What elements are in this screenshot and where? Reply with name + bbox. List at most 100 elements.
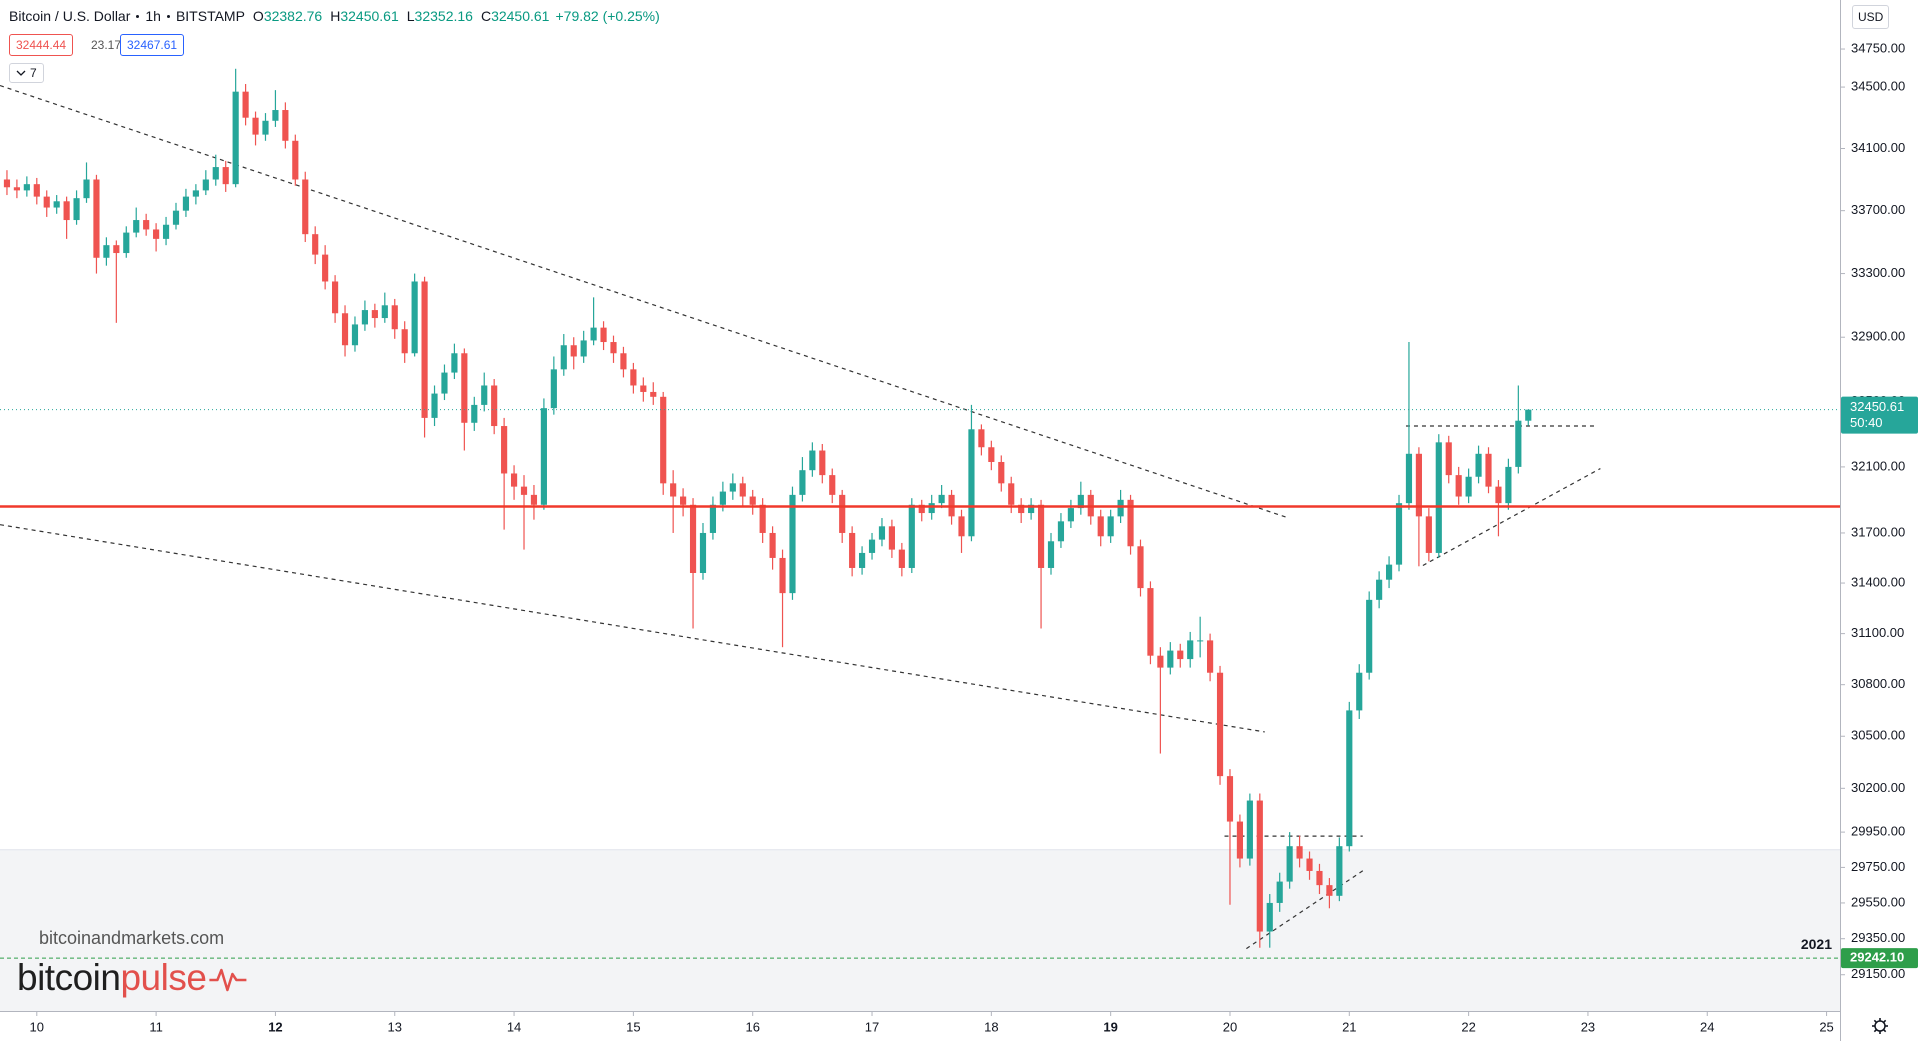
- candle-body: [1356, 672, 1363, 711]
- candle-body: [978, 429, 985, 448]
- candle-body: [401, 329, 408, 354]
- ask-button[interactable]: 32467.61: [120, 34, 185, 56]
- separator: [136, 14, 140, 18]
- x-tick-label: 10: [30, 1019, 44, 1034]
- candle-body: [312, 234, 319, 255]
- y-tick-label: 29550.00: [1851, 894, 1905, 909]
- x-tick-label: 18: [984, 1019, 998, 1034]
- x-tick-label: 22: [1461, 1019, 1475, 1034]
- candle-body: [1117, 499, 1124, 517]
- candle-body: [1037, 504, 1045, 568]
- candle-body: [282, 110, 289, 141]
- candle-body: [640, 385, 647, 392]
- candle-body: [1415, 453, 1422, 517]
- candle-body: [421, 281, 428, 418]
- candle-body: [1246, 800, 1253, 859]
- bid-button[interactable]: 32444.44: [9, 34, 74, 56]
- candle-body: [769, 532, 776, 558]
- candle-body: [232, 91, 239, 185]
- currency-button[interactable]: USD: [1852, 5, 1890, 29]
- y-tick-label: 31100.00: [1851, 625, 1904, 640]
- candle-body: [540, 408, 547, 505]
- heartbeat-icon: [209, 968, 247, 992]
- candle-body: [471, 404, 478, 423]
- candle-body: [501, 426, 508, 474]
- candle-body: [481, 385, 488, 405]
- candle-body: [431, 393, 438, 418]
- settings-button[interactable]: [1872, 1018, 1888, 1034]
- x-tick-label: 14: [507, 1019, 521, 1034]
- change: +79.82 (+0.25%): [555, 8, 660, 24]
- candle-body: [212, 167, 219, 180]
- candle-body: [1197, 640, 1204, 642]
- ohlc-value: 32352.16: [414, 8, 473, 24]
- candle-body: [998, 461, 1005, 484]
- x-tick-label: 11: [149, 1019, 163, 1034]
- y-tick-label: 29350.00: [1851, 930, 1905, 945]
- candle-body: [928, 503, 935, 514]
- candle-body: [938, 494, 945, 504]
- year-label: 2021: [1801, 936, 1832, 952]
- candle-body: [759, 504, 766, 533]
- candle-body: [729, 483, 736, 492]
- candle-body: [63, 201, 70, 221]
- candle-body: [123, 232, 130, 254]
- candle-body: [272, 110, 279, 121]
- candle-body: [391, 305, 398, 330]
- x-tick-label: 13: [388, 1019, 402, 1034]
- candle-body: [1475, 453, 1482, 477]
- candle-body: [799, 470, 806, 495]
- candle-body: [1525, 409, 1532, 421]
- time-axis-bg: [0, 1011, 1840, 1041]
- candle-body: [1405, 453, 1413, 504]
- y-tick-label: 33700.00: [1851, 202, 1905, 217]
- candle-body: [510, 473, 518, 487]
- candle-body: [13, 187, 20, 191]
- gear-tooth: [1873, 1028, 1878, 1033]
- candle-body: [491, 385, 498, 427]
- candle-body: [361, 310, 368, 325]
- ohlc-label: L: [406, 8, 415, 24]
- shaded-zone: [0, 849, 1840, 1011]
- candle-body: [381, 305, 388, 319]
- candle-body: [341, 313, 349, 346]
- candle-body: [1167, 650, 1174, 668]
- candle-body: [789, 494, 796, 594]
- separator: [166, 14, 170, 18]
- candle-body: [252, 117, 259, 135]
- candle-body: [630, 369, 637, 386]
- candle-body: [53, 201, 60, 208]
- y-tick-label: 31400.00: [1851, 574, 1905, 589]
- candle-body: [1316, 870, 1323, 886]
- candle-body: [680, 496, 687, 505]
- y-tick-label: 30800.00: [1851, 676, 1905, 691]
- candle-body: [461, 353, 468, 423]
- x-tick-label: 12: [268, 1019, 282, 1034]
- candle-body: [1515, 420, 1522, 467]
- candle-body: [699, 532, 707, 573]
- candle-body: [1077, 494, 1084, 509]
- indicators-toggle[interactable]: 7: [9, 63, 44, 83]
- symbol: Bitcoin / U.S. Dollar: [9, 8, 131, 24]
- candle-body: [560, 345, 567, 370]
- y-tick-label: 30500.00: [1851, 728, 1905, 743]
- trendline: [1422, 468, 1601, 566]
- candle-body: [1276, 881, 1283, 903]
- candle-body: [451, 353, 458, 373]
- chevron-icon: [16, 70, 26, 76]
- candle-body: [262, 120, 269, 135]
- candle-body: [1216, 672, 1224, 777]
- year-price-box: [1841, 948, 1918, 969]
- candle-body: [1177, 650, 1184, 660]
- x-tick-label: 15: [626, 1019, 640, 1034]
- candle-body: [670, 483, 677, 497]
- gear-tooth: [1882, 1019, 1887, 1024]
- candle-body: [1465, 476, 1472, 497]
- candle-body: [829, 475, 836, 495]
- x-tick-label: 25: [1819, 1019, 1833, 1034]
- candle-body: [610, 342, 617, 354]
- trendline: [0, 524, 1265, 733]
- candle-body: [172, 210, 180, 225]
- candle-body: [1097, 516, 1104, 537]
